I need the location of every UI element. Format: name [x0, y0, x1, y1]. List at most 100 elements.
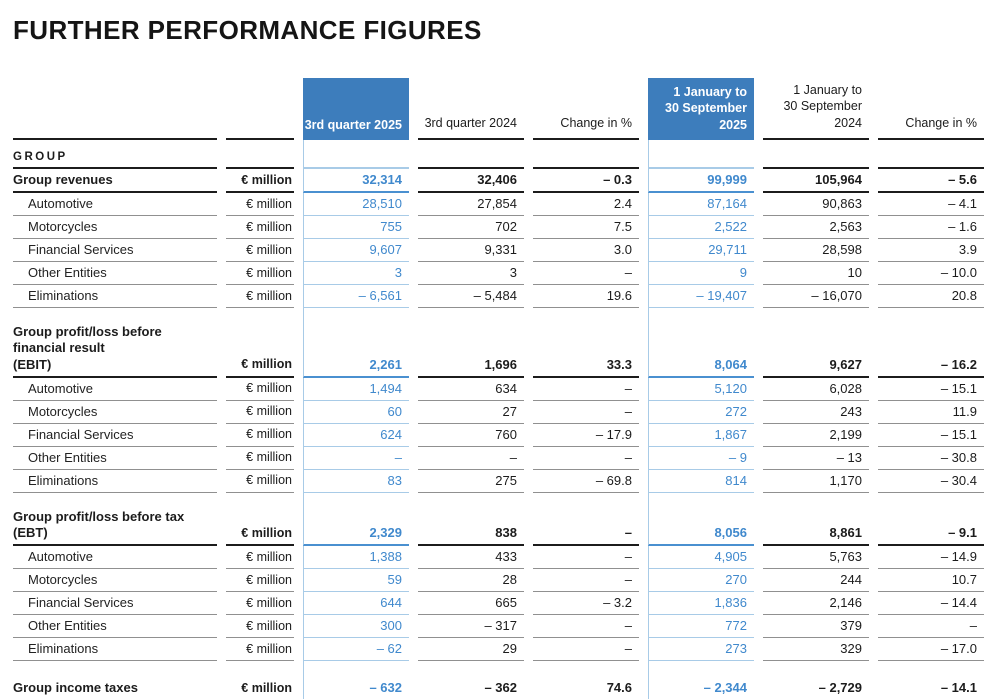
cell-change-ytd: – 16.2 — [878, 324, 984, 378]
row-unit — [226, 661, 294, 677]
table-row: Motorcycles € million 60 27 – 272 243 11… — [13, 400, 984, 424]
col-header-ytd-2024: 1 January to 30 September 2024 — [763, 78, 869, 141]
row-label: Financial Services — [13, 424, 217, 447]
row-label: Automotive — [13, 546, 217, 570]
row-unit — [226, 308, 294, 324]
row-unit: € million — [226, 324, 294, 378]
cell-q3-2025 — [303, 140, 409, 170]
cell-change-ytd: – 1.6 — [878, 216, 984, 240]
row-label: Other Entities — [13, 262, 217, 286]
cell-q3-2025: – — [303, 446, 409, 470]
cell-q3-2025: – 632 — [303, 677, 409, 699]
cell-q3-2024: – 362 — [418, 677, 524, 699]
row-label: GROUP — [13, 140, 217, 170]
cell-ytd-2025: 8,064 — [648, 324, 754, 378]
table-row: Other Entities € million 3 3 – 9 10 – 10… — [13, 262, 984, 286]
cell-q3-2025 — [303, 308, 409, 325]
cell-change-ytd — [878, 661, 984, 677]
row-unit: € million — [226, 447, 294, 470]
cell-change-quarter: 3.0 — [533, 239, 639, 263]
cell-ytd-2024: 9,627 — [763, 324, 869, 378]
cell-ytd-2024 — [763, 140, 869, 170]
row-label: Eliminations — [13, 285, 217, 309]
cell-ytd-2025: 272 — [648, 400, 754, 424]
cell-q3-2024: 29 — [418, 638, 524, 662]
cell-q3-2024: 28 — [418, 569, 524, 593]
cell-ytd-2025 — [648, 308, 754, 325]
cell-q3-2024: 702 — [418, 216, 524, 240]
row-label: Group profit/loss before tax (EBT) — [13, 509, 217, 547]
cell-q3-2024: 665 — [418, 592, 524, 616]
cell-ytd-2024: – 13 — [763, 447, 869, 470]
cell-q3-2024: 9,331 — [418, 239, 524, 263]
row-label: Motorcycles — [13, 401, 217, 424]
row-unit: € million — [226, 239, 294, 263]
table-row: Eliminations € million 83 275 – 69.8 814… — [13, 469, 984, 493]
cell-ytd-2024: 379 — [763, 615, 869, 639]
cell-q3-2024: 3 — [418, 262, 524, 286]
header-row: 3rd quarter 2025 3rd quarter 2024 Change… — [13, 77, 984, 141]
cell-q3-2025: 1,494 — [303, 377, 409, 401]
cell-change-ytd — [878, 308, 984, 324]
cell-change-quarter: – — [533, 615, 639, 639]
page-title: FURTHER PERFORMANCE FIGURES — [13, 15, 482, 45]
cell-q3-2025: 59 — [303, 569, 409, 593]
cell-ytd-2024: 6,028 — [763, 378, 869, 401]
row-unit: € million — [226, 546, 294, 570]
row-label: Group profit/loss before financial resul… — [13, 324, 217, 378]
cell-change-ytd: 3.9 — [878, 239, 984, 263]
cell-q3-2025: 3 — [303, 262, 409, 286]
cell-ytd-2024: 90,863 — [763, 193, 869, 217]
table-row: Group income taxes € million – 632 – 362… — [13, 677, 984, 699]
cell-ytd-2025: 99,999 — [648, 169, 754, 194]
cell-change-ytd — [878, 493, 984, 509]
cell-change-quarter: – 69.8 — [533, 470, 639, 493]
cell-q3-2025: – 6,561 — [303, 285, 409, 309]
cell-q3-2025: 1,388 — [303, 546, 409, 570]
cell-ytd-2024: 105,964 — [763, 169, 869, 194]
cell-change-ytd — [878, 140, 984, 170]
cell-q3-2025: 624 — [303, 423, 409, 447]
cell-change-ytd: – 14.4 — [878, 592, 984, 616]
cell-q3-2025: 9,607 — [303, 239, 409, 263]
cell-ytd-2024: 2,146 — [763, 592, 869, 616]
cell-ytd-2024: – 2,729 — [763, 677, 869, 699]
table-row: Automotive € million 1,494 634 – 5,120 6… — [13, 377, 984, 401]
cell-ytd-2024 — [763, 661, 869, 677]
cell-ytd-2025: 1,867 — [648, 423, 754, 447]
cell-ytd-2024: 243 — [763, 401, 869, 424]
table-body: GROUP Group revenues € million 32,314 32… — [13, 140, 984, 699]
cell-q3-2025: 2,329 — [303, 508, 409, 547]
table-row: Financial Services € million 624 760 – 1… — [13, 423, 984, 447]
cell-q3-2024: – 5,484 — [418, 285, 524, 309]
cell-q3-2025 — [303, 492, 409, 509]
cell-change-quarter — [533, 140, 639, 170]
row-unit: € million — [226, 378, 294, 401]
cell-ytd-2025 — [648, 140, 754, 170]
performance-table: 3rd quarter 2025 3rd quarter 2024 Change… — [4, 77, 993, 699]
cell-q3-2024 — [418, 140, 524, 170]
cell-ytd-2025: 4,905 — [648, 546, 754, 570]
row-unit: € million — [226, 638, 294, 662]
cell-q3-2025: 32,314 — [303, 169, 409, 194]
cell-ytd-2025: 270 — [648, 569, 754, 593]
cell-change-ytd: 20.8 — [878, 285, 984, 309]
cell-change-quarter: – — [533, 546, 639, 570]
table-row: Group profit/loss before financial resul… — [13, 324, 984, 378]
cell-ytd-2024: 244 — [763, 569, 869, 593]
table-row: Eliminations € million – 62 29 – 273 329… — [13, 638, 984, 662]
row-label: Motorcycles — [13, 216, 217, 240]
cell-q3-2024: 27,854 — [418, 193, 524, 217]
row-label: Eliminations — [13, 470, 217, 493]
row-label: Automotive — [13, 193, 217, 217]
cell-ytd-2024: 5,763 — [763, 546, 869, 570]
cell-q3-2024: 1,696 — [418, 324, 524, 378]
cell-ytd-2024: 2,199 — [763, 424, 869, 447]
cell-ytd-2025: 5,120 — [648, 377, 754, 401]
table-row: Other Entities € million 300 – 317 – 772… — [13, 615, 984, 639]
cell-ytd-2025 — [648, 661, 754, 678]
cell-q3-2025: 83 — [303, 469, 409, 493]
cell-q3-2025: – 62 — [303, 638, 409, 662]
cell-change-ytd: – 17.0 — [878, 638, 984, 662]
row-unit: € million — [226, 592, 294, 616]
